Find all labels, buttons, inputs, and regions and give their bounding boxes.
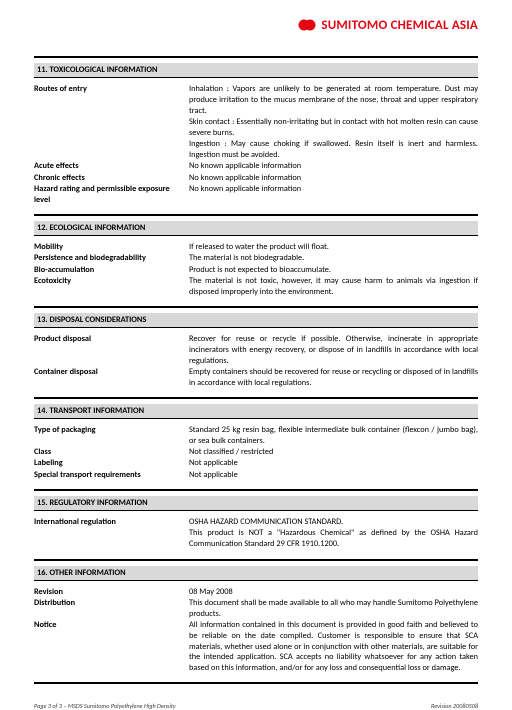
- value-routes: Inhalation : Vapors are unlikely to be g…: [189, 84, 478, 161]
- footer-right: Revision 20080508: [431, 702, 478, 710]
- value-container-disposal: Empty containers should be recovered for…: [189, 367, 478, 389]
- value-ecotoxicity: The material is not toxic, however, it m…: [189, 276, 478, 298]
- row: Persistence and biodegradabilityThe mate…: [34, 253, 478, 264]
- label-notice: Notice: [34, 620, 189, 631]
- label-chronic: Chronic effects: [34, 173, 189, 184]
- value-special-transport: Not applicable: [189, 470, 478, 481]
- value-mobility: If released to water the product will fl…: [189, 242, 478, 253]
- divider: [34, 56, 478, 58]
- value-intl-regulation: OSHA HAZARD COMMUNICATION STANDARD. This…: [189, 517, 478, 550]
- row: Chronic effectsNo known applicable infor…: [34, 173, 478, 184]
- label-container-disposal: Container disposal: [34, 367, 189, 378]
- section-14-body: Type of packagingStandard 25 kg resin ba…: [34, 425, 478, 481]
- label-hazard: Hazard rating and permissible exposure l…: [34, 184, 189, 206]
- label-ecotoxicity: Ecotoxicity: [34, 276, 189, 287]
- section-heading-11: 11. TOXICOLOGICAL INFORMATION: [34, 63, 478, 77]
- divider: [34, 77, 478, 78]
- section-13-body: Product disposalRecover for reuse or rec…: [34, 334, 478, 389]
- row: Acute effectsNo known applicable informa…: [34, 161, 478, 172]
- section-16-body: Revision08 May 2008 DistributionThis doc…: [34, 587, 478, 675]
- section-heading-14: 14. TRANSPORT INFORMATION: [34, 404, 478, 418]
- row: Special transport requirementsNot applic…: [34, 470, 478, 481]
- row: Revision08 May 2008: [34, 587, 478, 598]
- value-hazard: No known applicable information: [189, 184, 478, 195]
- divider: [34, 510, 478, 511]
- divider: [34, 327, 478, 328]
- intl-p1: OSHA HAZARD COMMUNICATION STANDARD.: [189, 517, 478, 528]
- page-footer: Page 3 of 3 – MSDS Sumitomo Polyethylene…: [34, 702, 478, 710]
- label-acute: Acute effects: [34, 161, 189, 172]
- divider: [34, 580, 478, 581]
- intl-p2: This product is NOT a "Hazardous Chemica…: [189, 528, 478, 550]
- value-class: Not classified / restricted: [189, 447, 478, 458]
- brand-logo-icon: [298, 16, 316, 34]
- divider: [34, 418, 478, 419]
- label-distribution: Distribution: [34, 598, 189, 609]
- section-heading-16: 16. OTHER INFORMATION: [34, 566, 478, 580]
- label-special-transport: Special transport requirements: [34, 470, 189, 481]
- row: Bio-accumulationProduct is not expected …: [34, 265, 478, 276]
- divider: [34, 235, 478, 236]
- row: DistributionThis document shall be made …: [34, 598, 478, 620]
- label-persistence: Persistence and biodegradability: [34, 253, 189, 264]
- label-mobility: Mobility: [34, 242, 189, 253]
- divider: [34, 397, 478, 399]
- label-labeling: Labeling: [34, 458, 189, 469]
- section-heading-12: 12. ECOLOGICAL INFORMATION: [34, 221, 478, 235]
- row: MobilityIf released to water the product…: [34, 242, 478, 253]
- label-revision: Revision: [34, 587, 189, 598]
- row: Type of packagingStandard 25 kg resin ba…: [34, 425, 478, 447]
- label-bioaccumulation: Bio-accumulation: [34, 265, 189, 276]
- section-12-body: MobilityIf released to water the product…: [34, 242, 478, 298]
- row: EcotoxicityThe material is not toxic, ho…: [34, 276, 478, 298]
- routes-p3: Ingestion : May cause choking if swallow…: [189, 139, 478, 161]
- row: LabelingNot applicable: [34, 458, 478, 469]
- row: Hazard rating and permissible exposure l…: [34, 184, 478, 206]
- routes-p2: Skin contact : Essentially non-irritatin…: [189, 117, 478, 139]
- divider: [34, 214, 478, 216]
- section-heading-15: 15. REGULATORY INFORMATION: [34, 496, 478, 510]
- label-product-disposal: Product disposal: [34, 334, 189, 345]
- section-15-body: International regulation OSHA HAZARD COM…: [34, 517, 478, 551]
- value-acute: No known applicable information: [189, 161, 478, 172]
- divider: [34, 559, 478, 561]
- row: Container disposalEmpty containers shoul…: [34, 367, 478, 389]
- row: Product disposalRecover for reuse or rec…: [34, 334, 478, 366]
- label-intl-regulation: International regulation: [34, 517, 189, 528]
- divider: [34, 306, 478, 308]
- footer-left: Page 3 of 3 – MSDS Sumitomo Polyethylene…: [34, 702, 176, 710]
- brand-header: SUMITOMO CHEMICAL ASIA: [34, 16, 478, 34]
- value-bioaccumulation: Product is not expected to bioaccumulate…: [189, 265, 478, 276]
- divider: [34, 489, 478, 491]
- row: ClassNot classified / restricted: [34, 447, 478, 458]
- value-chronic: No known applicable information: [189, 173, 478, 184]
- row: International regulation OSHA HAZARD COM…: [34, 517, 478, 550]
- value-notice: All information contained in this docume…: [189, 620, 478, 674]
- label-packaging: Type of packaging: [34, 425, 189, 436]
- value-product-disposal: Recover for reuse or recycle if possible…: [189, 334, 478, 366]
- brand-name: SUMITOMO CHEMICAL ASIA: [321, 18, 478, 33]
- routes-p1: Inhalation : Vapors are unlikely to be g…: [189, 84, 478, 116]
- section-11-body: Routes of entry Inhalation : Vapors are …: [34, 84, 478, 206]
- value-labeling: Not applicable: [189, 458, 478, 469]
- section-heading-13: 13. DISPOSAL CONSIDERATIONS: [34, 313, 478, 327]
- label-class: Class: [34, 447, 189, 458]
- value-revision: 08 May 2008: [189, 587, 478, 598]
- label-routes: Routes of entry: [34, 84, 189, 95]
- value-distribution: This document shall be made available to…: [189, 598, 478, 620]
- value-packaging: Standard 25 kg resin bag, flexible inter…: [189, 425, 478, 447]
- row: Routes of entry Inhalation : Vapors are …: [34, 84, 478, 161]
- value-persistence: The material is not biodegradable.: [189, 253, 478, 264]
- row: NoticeAll information contained in this …: [34, 620, 478, 674]
